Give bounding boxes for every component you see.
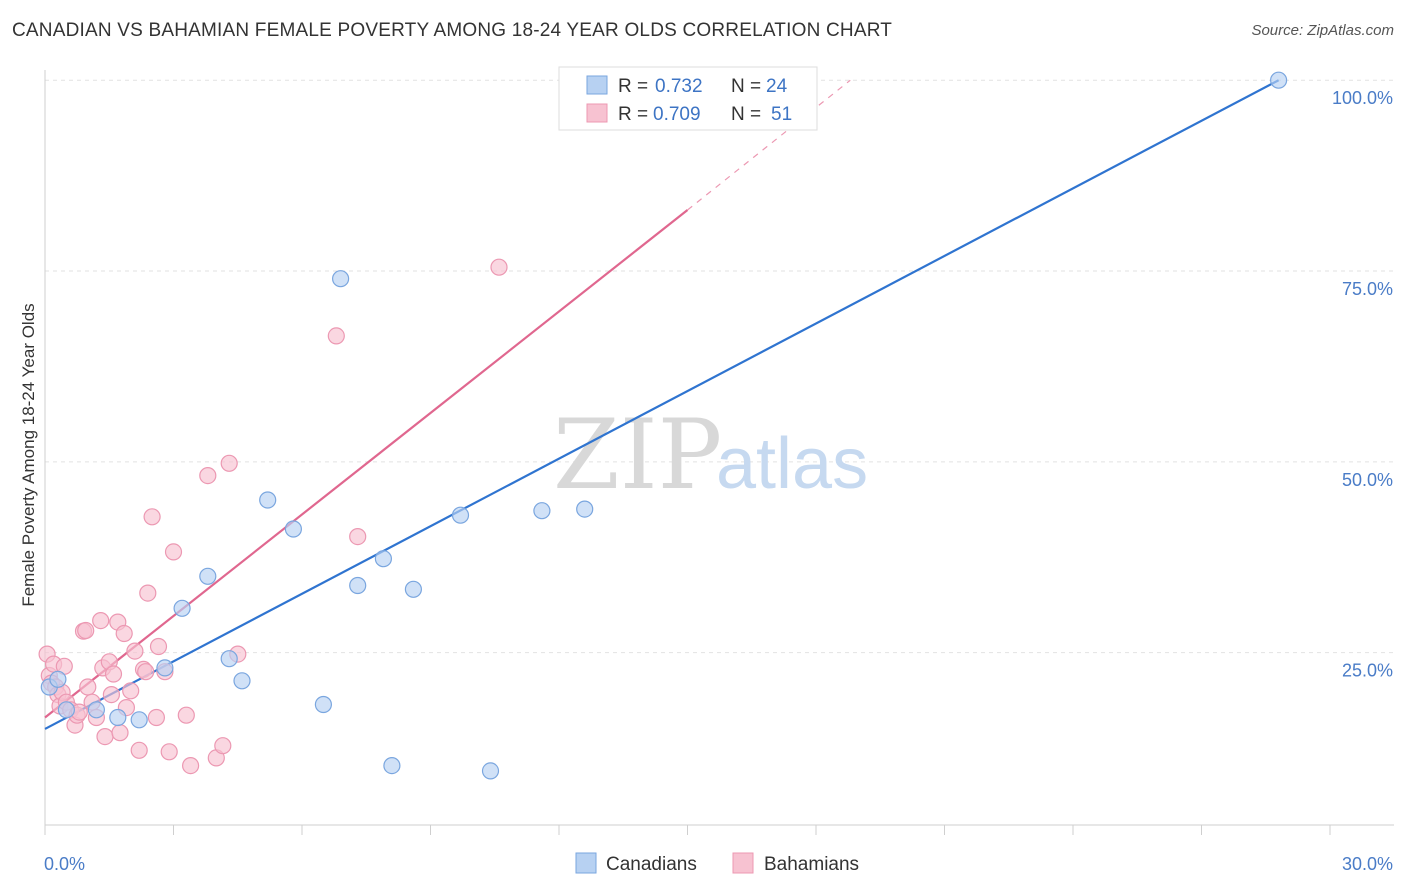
canadians-point-12 (284, 520, 302, 538)
x-tick-labels: 0.0% 30.0% (44, 854, 1393, 874)
data-points (38, 71, 1288, 780)
legend-swatch-canadians (586, 75, 608, 95)
bahamians-trend-line (44, 209, 689, 719)
bahamians-point-33 (139, 584, 157, 602)
canadians-point-20 (481, 762, 500, 780)
bahamians-point-49 (490, 258, 508, 276)
bahamians-point-39 (164, 543, 183, 561)
bahamians-point-44 (214, 737, 232, 755)
canadians-point-5 (130, 711, 148, 729)
canadians-point-16 (374, 550, 392, 568)
canadians-point-15 (349, 576, 367, 595)
canadians-point-6 (156, 659, 174, 677)
canadians-point-19 (451, 506, 470, 524)
bahamians-point-18 (92, 611, 110, 630)
bahamians-point-38 (160, 743, 178, 761)
bahamians-point-41 (182, 756, 200, 775)
canadians-point-23 (1269, 71, 1288, 89)
axes (44, 70, 1394, 835)
stats-legend: R = 0.732 N = 24 R = 0.709 N = 51 (558, 66, 818, 131)
canadians-point-14 (332, 270, 350, 288)
canadians-point-18 (404, 580, 422, 598)
canadians-point-9 (220, 650, 238, 668)
watermark-atlas: atlas (716, 424, 868, 504)
bahamians-point-40 (177, 706, 195, 724)
bottom-legend-canadians: Canadians (606, 854, 697, 875)
canadians-point-11 (259, 491, 277, 509)
legend-n-label-canadians: N = (731, 76, 761, 97)
canadians-point-3 (87, 701, 106, 719)
legend-r-canadians: 0.732 (655, 76, 703, 97)
canadians-point-13 (314, 695, 332, 714)
legend-n-label-bahamians: N = (731, 104, 761, 125)
canadians-point-8 (199, 567, 217, 585)
y-tick-label-2: 75.0% (1342, 279, 1393, 299)
series-legend: Canadians Bahamians (575, 852, 859, 875)
canadians-point-4 (109, 708, 127, 727)
bahamians-point-14 (77, 621, 95, 640)
bahamians-point-30 (130, 741, 148, 759)
bahamians-trend-extension (687, 79, 851, 211)
canadians-point-21 (533, 502, 551, 520)
x-tick-label-1: 30.0% (1342, 854, 1393, 874)
bahamians-point-29 (126, 642, 144, 660)
bahamians-point-45 (220, 454, 238, 472)
legend-swatch-bahamians (586, 103, 608, 123)
canadians-point-22 (576, 500, 594, 518)
bahamians-point-25 (111, 724, 129, 742)
chart-title: CANADIAN VS BAHAMIAN FEMALE POVERTY AMON… (12, 20, 893, 41)
bottom-swatch-bahamians (732, 852, 754, 874)
bahamians-point-22 (102, 685, 121, 704)
legend-r-bahamians: 0.709 (653, 104, 701, 125)
bahamians-point-48 (349, 527, 367, 546)
canadians-point-7 (173, 599, 191, 617)
legend-r-label-bahamians: R = (618, 104, 648, 125)
x-tick-label-0: 0.0% (44, 854, 85, 874)
trend-lines (44, 79, 1280, 730)
bahamians-point-23 (104, 665, 123, 683)
legend-r-label-canadians: R = (618, 76, 648, 97)
y-tick-labels: 25.0% 50.0% 75.0% 100.0% (1332, 88, 1393, 680)
bahamians-point-47 (327, 327, 345, 345)
legend-n-bahamians: 51 (771, 104, 792, 125)
canadians-trend-line (44, 79, 1280, 730)
canadians-point-2 (57, 701, 76, 719)
watermark-zip: ZIP (553, 399, 722, 511)
bahamians-point-28 (122, 682, 140, 700)
canadians-point-1 (49, 670, 67, 688)
bahamians-point-15 (79, 678, 97, 696)
bahamians-point-34 (143, 508, 161, 526)
y-tick-label-1: 50.0% (1342, 470, 1393, 490)
source-label: Source: ZipAtlas.com (1251, 22, 1394, 39)
y-tick-label-3: 100.0% (1332, 88, 1393, 108)
gridlines (45, 79, 1394, 654)
y-tick-label-0: 25.0% (1342, 661, 1393, 681)
bahamians-point-35 (147, 708, 165, 727)
legend-n-canadians: 24 (766, 76, 788, 97)
bottom-legend-bahamians: Bahamians (764, 854, 859, 875)
canadians-point-10 (233, 672, 251, 690)
bottom-swatch-canadians (575, 852, 597, 874)
bahamians-point-36 (149, 637, 168, 656)
bahamians-point-32 (137, 663, 155, 681)
bahamians-point-20 (96, 727, 114, 746)
bahamians-point-26 (115, 624, 133, 643)
bahamians-point-42 (199, 467, 217, 485)
canadians-point-17 (383, 756, 401, 775)
y-axis-label: Female Poverty Among 18-24 Year Olds (19, 303, 38, 606)
